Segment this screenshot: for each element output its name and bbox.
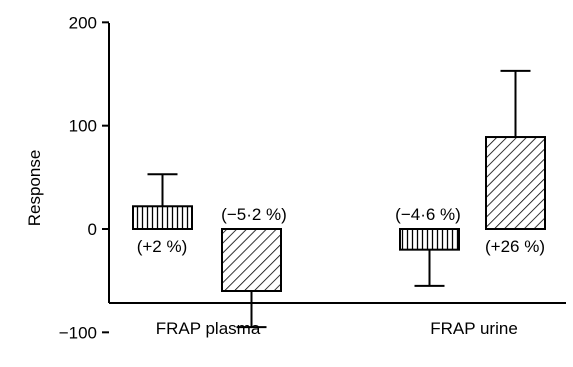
bar-diagonal-hatch [485,136,546,230]
y-tick-label: −100 [59,323,97,342]
category-label-frap-urine: FRAP urine [430,319,518,338]
bars-group: (+2 %) (−5·2 %) (−4·6 %) (+26 %) [132,69,546,329]
y-tick-label: 200 [69,13,97,32]
bar-vertical-hatch [132,205,193,230]
bar-annotation: (−4·6 %) [395,205,461,224]
bar-annotation: (−5·2 %) [221,205,287,224]
y-axis-ticks: −100 0 100 200 [59,13,109,342]
y-axis-label: Response [25,150,44,227]
bar-vertical-hatch [399,228,460,251]
bar-annotation: (+2 %) [137,237,188,256]
bar-annotation: (+26 %) [485,237,545,256]
category-label-frap-plasma: FRAP plasma [156,319,261,338]
bar-diagonal-hatch [221,228,282,292]
y-tick-label: 0 [88,220,97,239]
y-tick-label: 100 [69,117,97,136]
